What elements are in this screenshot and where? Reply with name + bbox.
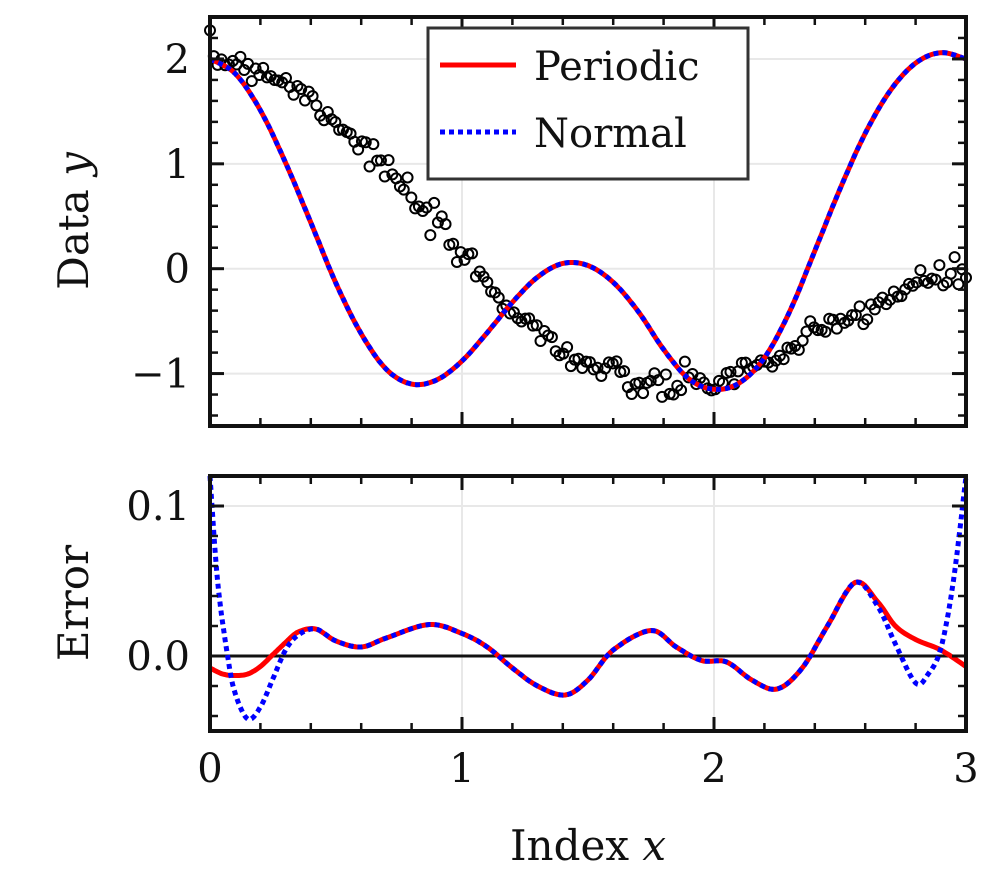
data-point (416, 204, 429, 217)
data-point (804, 315, 817, 328)
data-point (545, 331, 558, 344)
y-tick-label: −1 (131, 352, 190, 398)
bottom-xlabel: Index x (510, 821, 666, 870)
data-point (310, 99, 323, 112)
data-point (830, 322, 843, 335)
data-point (557, 347, 570, 360)
y-tick-label: 0.0 (126, 634, 190, 680)
data-point (735, 356, 748, 369)
data-point (519, 312, 532, 325)
data-point (564, 360, 577, 373)
data-point (656, 390, 669, 403)
data-point (450, 255, 463, 268)
bottom-ticks (208, 474, 968, 731)
x-tick-label: 1 (449, 746, 474, 792)
data-point (378, 170, 391, 183)
data-point (948, 251, 961, 264)
data-point (492, 291, 505, 304)
x-tick-label: 3 (953, 746, 978, 792)
y-tick-label: 0.1 (126, 484, 190, 530)
data-point (944, 267, 957, 280)
data-point (561, 341, 574, 354)
bottom-xtick-labels: 0 1 2 3 (197, 746, 978, 792)
y-tick-label: 2 (165, 37, 190, 83)
data-point (678, 355, 691, 368)
top-panel: −1 0 1 2 Data y Periodic Normal (49, 15, 972, 428)
data-point (846, 309, 859, 322)
data-point (530, 319, 543, 332)
data-point (295, 82, 308, 95)
data-point (876, 291, 889, 304)
data-point (238, 64, 251, 77)
legend-normal-label: Normal (534, 111, 687, 157)
legend: Periodic Normal (426, 26, 750, 181)
x-tick-label: 0 (197, 746, 222, 792)
bottom-panel: 0.0 0.1 0 1 2 3 Error Index x (49, 474, 979, 870)
data-point (633, 376, 646, 389)
data-point (447, 237, 460, 250)
data-point (363, 160, 376, 173)
top-ylabel: Data y (49, 151, 98, 290)
data-point (933, 259, 946, 272)
y-tick-label: 1 (165, 142, 190, 188)
data-point (625, 387, 638, 400)
data-point (659, 368, 672, 381)
data-point (910, 276, 923, 289)
top-plot-frame (208, 15, 968, 428)
top-normal-line (208, 50, 967, 392)
data-point (652, 374, 665, 387)
bottom-normal-line (207, 475, 969, 722)
data-point (914, 264, 927, 277)
data-point (618, 365, 631, 378)
bottom-plot-frame (208, 474, 968, 733)
data-point (861, 313, 874, 326)
data-point (367, 138, 380, 151)
data-point (405, 191, 418, 204)
data-point (534, 335, 547, 348)
x-tick-label: 2 (701, 746, 726, 792)
data-point (610, 355, 623, 368)
legend-box (426, 26, 750, 181)
bottom-ylabel: Error (49, 544, 98, 661)
data-point (401, 171, 414, 184)
data-point (576, 362, 589, 375)
data-point (675, 384, 688, 397)
data-point (929, 273, 942, 286)
legend-periodic-label: Periodic (534, 44, 700, 90)
data-point (724, 365, 737, 378)
bottom-ytick-labels: 0.0 0.1 (126, 484, 190, 680)
data-point (811, 324, 824, 337)
data-point (374, 154, 387, 167)
data-point (773, 349, 786, 362)
data-point (249, 62, 262, 75)
data-point (853, 300, 866, 313)
data-point (424, 229, 437, 242)
data-point (245, 75, 258, 88)
axis-variable: y (49, 151, 98, 178)
data-point (428, 196, 441, 209)
data-point (766, 360, 779, 373)
data-point (466, 247, 479, 260)
data-point (637, 387, 650, 400)
data-point (371, 154, 384, 167)
data-point (333, 123, 346, 136)
data-point (382, 154, 395, 167)
data-point (819, 325, 832, 338)
data-point (439, 218, 452, 231)
y-tick-label: 0 (165, 247, 190, 293)
data-point (397, 183, 410, 196)
axis-variable: x (642, 821, 666, 870)
data-point (359, 136, 372, 149)
data-point (431, 216, 444, 229)
data-point (234, 50, 247, 63)
top-ytick-labels: −1 0 1 2 (131, 37, 190, 398)
top-ticks (208, 15, 968, 426)
data-point (777, 353, 790, 366)
